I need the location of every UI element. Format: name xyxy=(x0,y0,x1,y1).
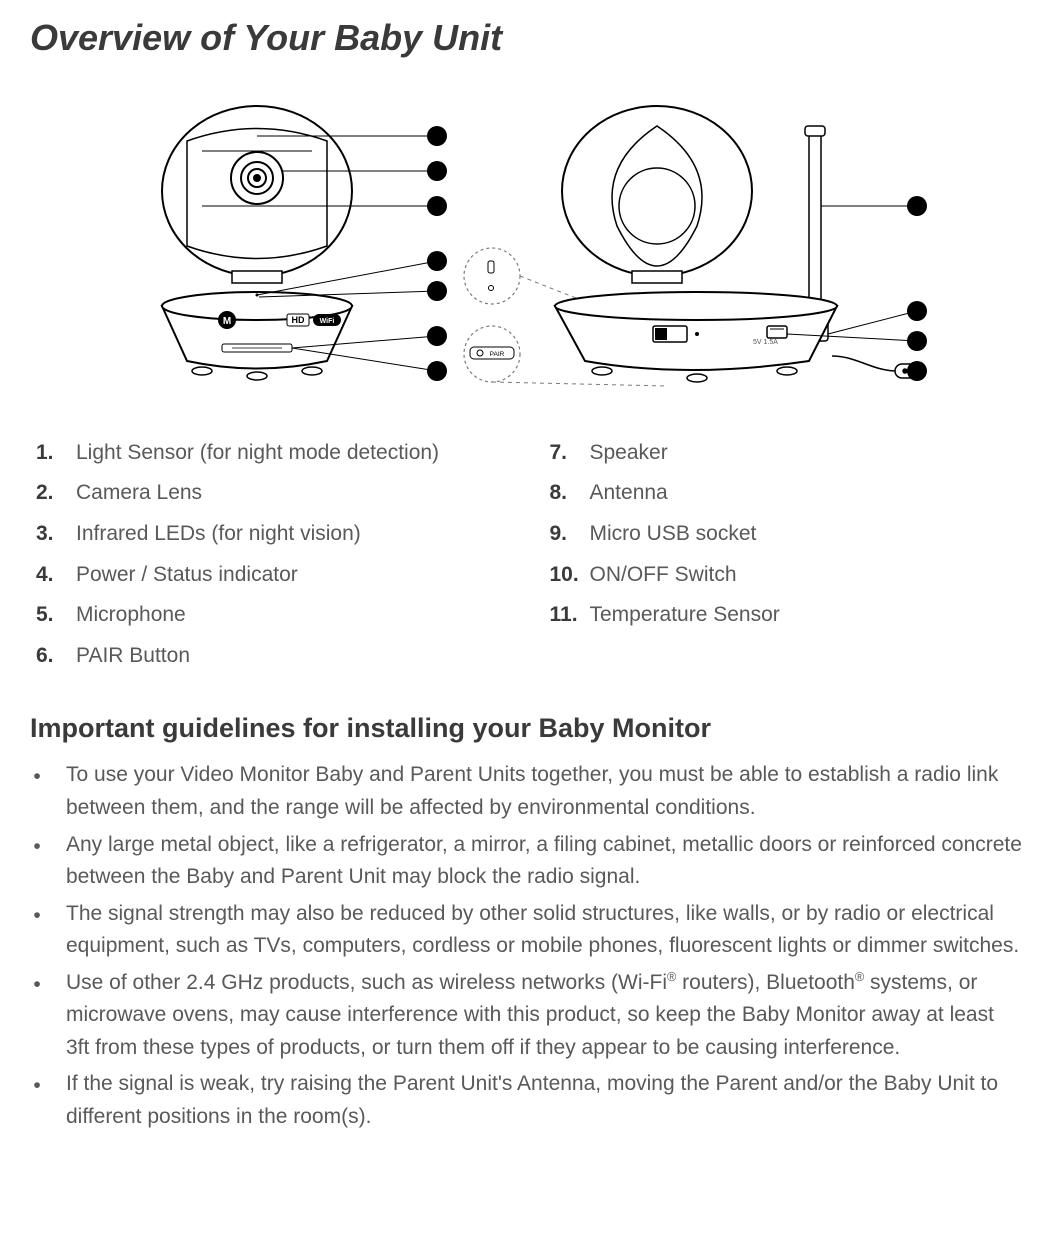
guideline-item: • The signal strength may also be reduced… xyxy=(30,898,1023,963)
legend-number: 1. xyxy=(36,436,66,471)
detail-bubble-upper xyxy=(464,248,520,304)
legend-item: 11. Temperature Sensor xyxy=(550,598,1024,633)
legend-text: PAIR Button xyxy=(76,639,190,674)
rear-view: 5V 1.5A xyxy=(555,106,837,382)
pair-label: PAIR xyxy=(489,351,504,358)
legend-text: Microphone xyxy=(76,598,186,633)
legend-number: 7. xyxy=(550,436,580,471)
legend-number: 5. xyxy=(36,598,66,633)
bullet-glyph: • xyxy=(30,967,44,1065)
legend-text: Camera Lens xyxy=(76,476,202,511)
bullet-glyph: • xyxy=(30,898,44,963)
legend-item: 1. Light Sensor (for night mode detection… xyxy=(36,436,510,471)
guideline-text: Any large metal object, like a refrigera… xyxy=(66,829,1023,894)
hd-badge: HD xyxy=(291,315,304,325)
guidelines-heading: Important guidelines for installing your… xyxy=(30,708,1023,750)
legend-number: 2. xyxy=(36,476,66,511)
guideline-text: The signal strength may also be reduced … xyxy=(66,898,1023,963)
legend-text: ON/OFF Switch xyxy=(590,558,737,593)
page-title: Overview of Your Baby Unit xyxy=(30,10,1023,66)
power-rating-label: 5V 1.5A xyxy=(753,339,778,346)
legend-item: 10. ON/OFF Switch xyxy=(550,558,1024,593)
legend-number: 6. xyxy=(36,639,66,674)
wifi-badge: WiFi xyxy=(319,318,334,325)
guideline-item: • To use your Video Monitor Baby and Pare… xyxy=(30,759,1023,824)
legend-number: 10. xyxy=(550,558,580,593)
legend-text: Antenna xyxy=(590,476,668,511)
legend-number: 3. xyxy=(36,517,66,552)
guidelines-list: • To use your Video Monitor Baby and Pare… xyxy=(30,759,1023,1133)
legend-item: 2. Camera Lens xyxy=(36,476,510,511)
legend-text: Micro USB socket xyxy=(590,517,757,552)
legend-text: Temperature Sensor xyxy=(590,598,780,633)
parts-legend: 1. Light Sensor (for night mode detection… xyxy=(30,436,1023,680)
legend-text: Power / Status indicator xyxy=(76,558,298,593)
guideline-text: If the signal is weak, try raising the P… xyxy=(66,1068,1023,1133)
legend-text: Speaker xyxy=(590,436,668,471)
front-view: M HD WiFi xyxy=(162,106,352,380)
legend-number: 11. xyxy=(550,598,580,633)
logo-text: M xyxy=(222,316,230,327)
guideline-item: •Use of other 2.4 GHz products, such as … xyxy=(30,967,1023,1065)
legend-number: 8. xyxy=(550,476,580,511)
diagram-svg: M HD WiFi xyxy=(87,86,967,406)
legend-item: 3. Infrared LEDs (for night vision) xyxy=(36,517,510,552)
legend-col-left: 1. Light Sensor (for night mode detection… xyxy=(36,436,510,680)
guideline-text: To use your Video Monitor Baby and Paren… xyxy=(66,759,1023,824)
detail-bubble-lower: PAIR xyxy=(464,326,520,382)
bullet-glyph: • xyxy=(30,759,44,824)
legend-text: Light Sensor (for night mode detection) xyxy=(76,436,439,471)
legend-number: 4. xyxy=(36,558,66,593)
guideline-item: • If the signal is weak, try raising the … xyxy=(30,1068,1023,1133)
legend-item: 4. Power / Status indicator xyxy=(36,558,510,593)
front-callout-dots xyxy=(427,126,447,381)
legend-number: 9. xyxy=(550,517,580,552)
legend-item: 5. Microphone xyxy=(36,598,510,633)
legend-item: 8. Antenna xyxy=(550,476,1024,511)
guideline-text: Use of other 2.4 GHz products, such as w… xyxy=(66,967,1023,1065)
detail-leader-2 xyxy=(492,382,667,386)
rear-callout-dots xyxy=(907,196,927,381)
legend-text: Infrared LEDs (for night vision) xyxy=(76,517,361,552)
legend-item: 7. Speaker xyxy=(550,436,1024,471)
legend-col-right: 7. Speaker 8. Antenna 9. Micro USB socket 10. O… xyxy=(550,436,1024,680)
legend-item: 9. Micro USB socket xyxy=(550,517,1024,552)
bullet-glyph: • xyxy=(30,829,44,894)
guideline-item: • Any large metal object, like a refriger… xyxy=(30,829,1023,894)
legend-item: 6. PAIR Button xyxy=(36,639,510,674)
bullet-glyph: • xyxy=(30,1068,44,1133)
product-diagram: M HD WiFi xyxy=(30,86,1023,406)
